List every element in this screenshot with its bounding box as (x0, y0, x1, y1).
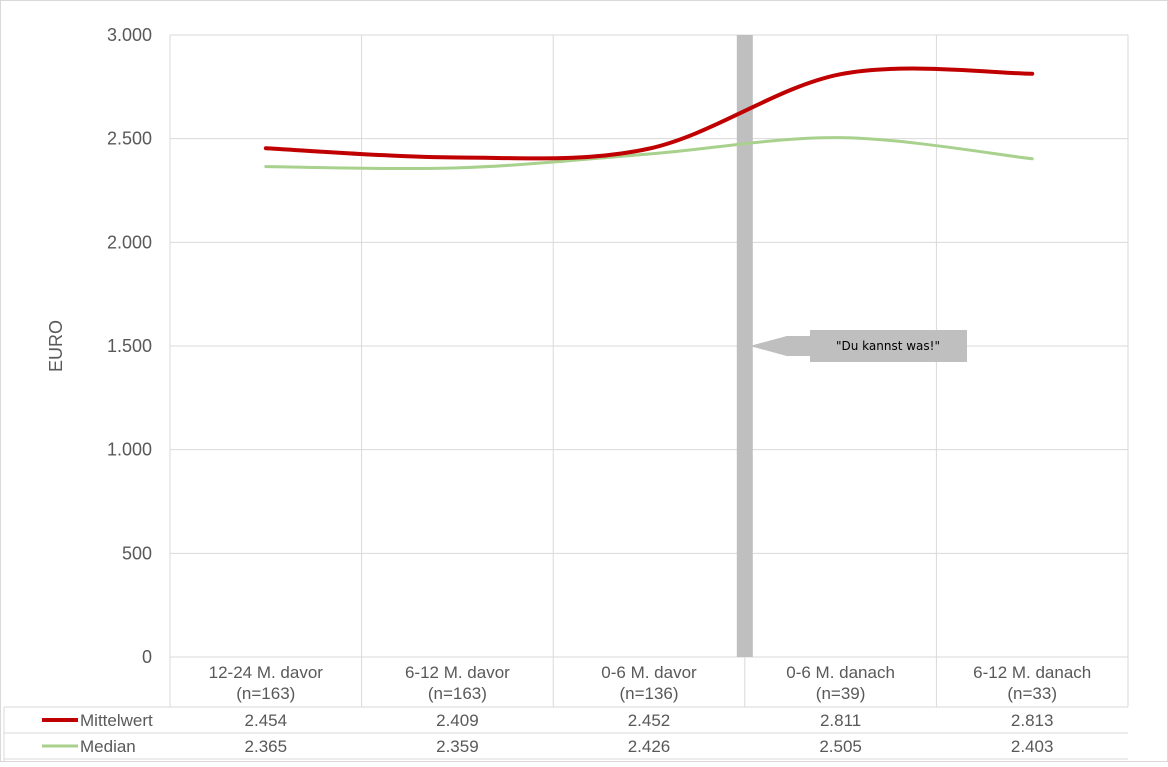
series-lines (263, 66, 1035, 171)
data-label: 2.454 (245, 711, 288, 730)
intervention-marker (736, 35, 753, 657)
series-line-median (264, 136, 1034, 171)
data-label: 2.365 (245, 737, 288, 756)
legend-label: Mittelwert (80, 711, 153, 730)
intervention-bar (736, 35, 753, 657)
legend-label: Median (80, 737, 136, 756)
data-label: 2.403 (1011, 737, 1054, 756)
y-tick-label: 3.000 (107, 25, 152, 45)
y-tick-label: 2.000 (107, 232, 152, 252)
data-label: 2.811 (820, 711, 861, 730)
y-tick-label: 500 (122, 543, 152, 563)
y-tick-label: 1.000 (107, 440, 152, 460)
x-category-n: (n=163) (428, 684, 487, 703)
x-category-n: (n=39) (816, 684, 866, 703)
data-label: 2.359 (436, 737, 479, 756)
x-category-n: (n=33) (1007, 684, 1057, 703)
y-axis-label: EURO (46, 320, 66, 372)
data-label: 2.813 (1011, 711, 1054, 730)
data-label: 2.426 (628, 737, 671, 756)
x-category-n: (n=163) (236, 684, 295, 703)
y-tick-label: 0 (142, 647, 152, 667)
data-label: 2.452 (628, 711, 671, 730)
x-category-label: 6-12 M. danach (973, 663, 1091, 682)
data-table: 12-24 M. davor (n=163) 6-12 M. davor (n=163… (3, 663, 1128, 762)
x-category-label: 0-6 M. danach (786, 663, 895, 682)
x-category-label: 0-6 M. davor (601, 663, 697, 682)
y-axis: 0 500 1.000 1.500 2.000 2.500 3.000 EURO (46, 25, 152, 667)
y-tick-label: 2.500 (107, 129, 152, 149)
x-category-n: (n=136) (619, 684, 678, 703)
y-tick-label: 1.500 (107, 336, 152, 356)
callout-text: "Du kannst was!" (836, 339, 940, 353)
x-category-label: 12-24 M. davor (209, 663, 324, 682)
callout: "Du kannst was!" (749, 330, 967, 362)
series-line-mittelwert (263, 66, 1035, 161)
x-category-label: 6-12 M. davor (405, 663, 510, 682)
data-label: 2.409 (436, 711, 479, 730)
data-label: 2.505 (819, 737, 862, 756)
callout-box (749, 330, 967, 362)
